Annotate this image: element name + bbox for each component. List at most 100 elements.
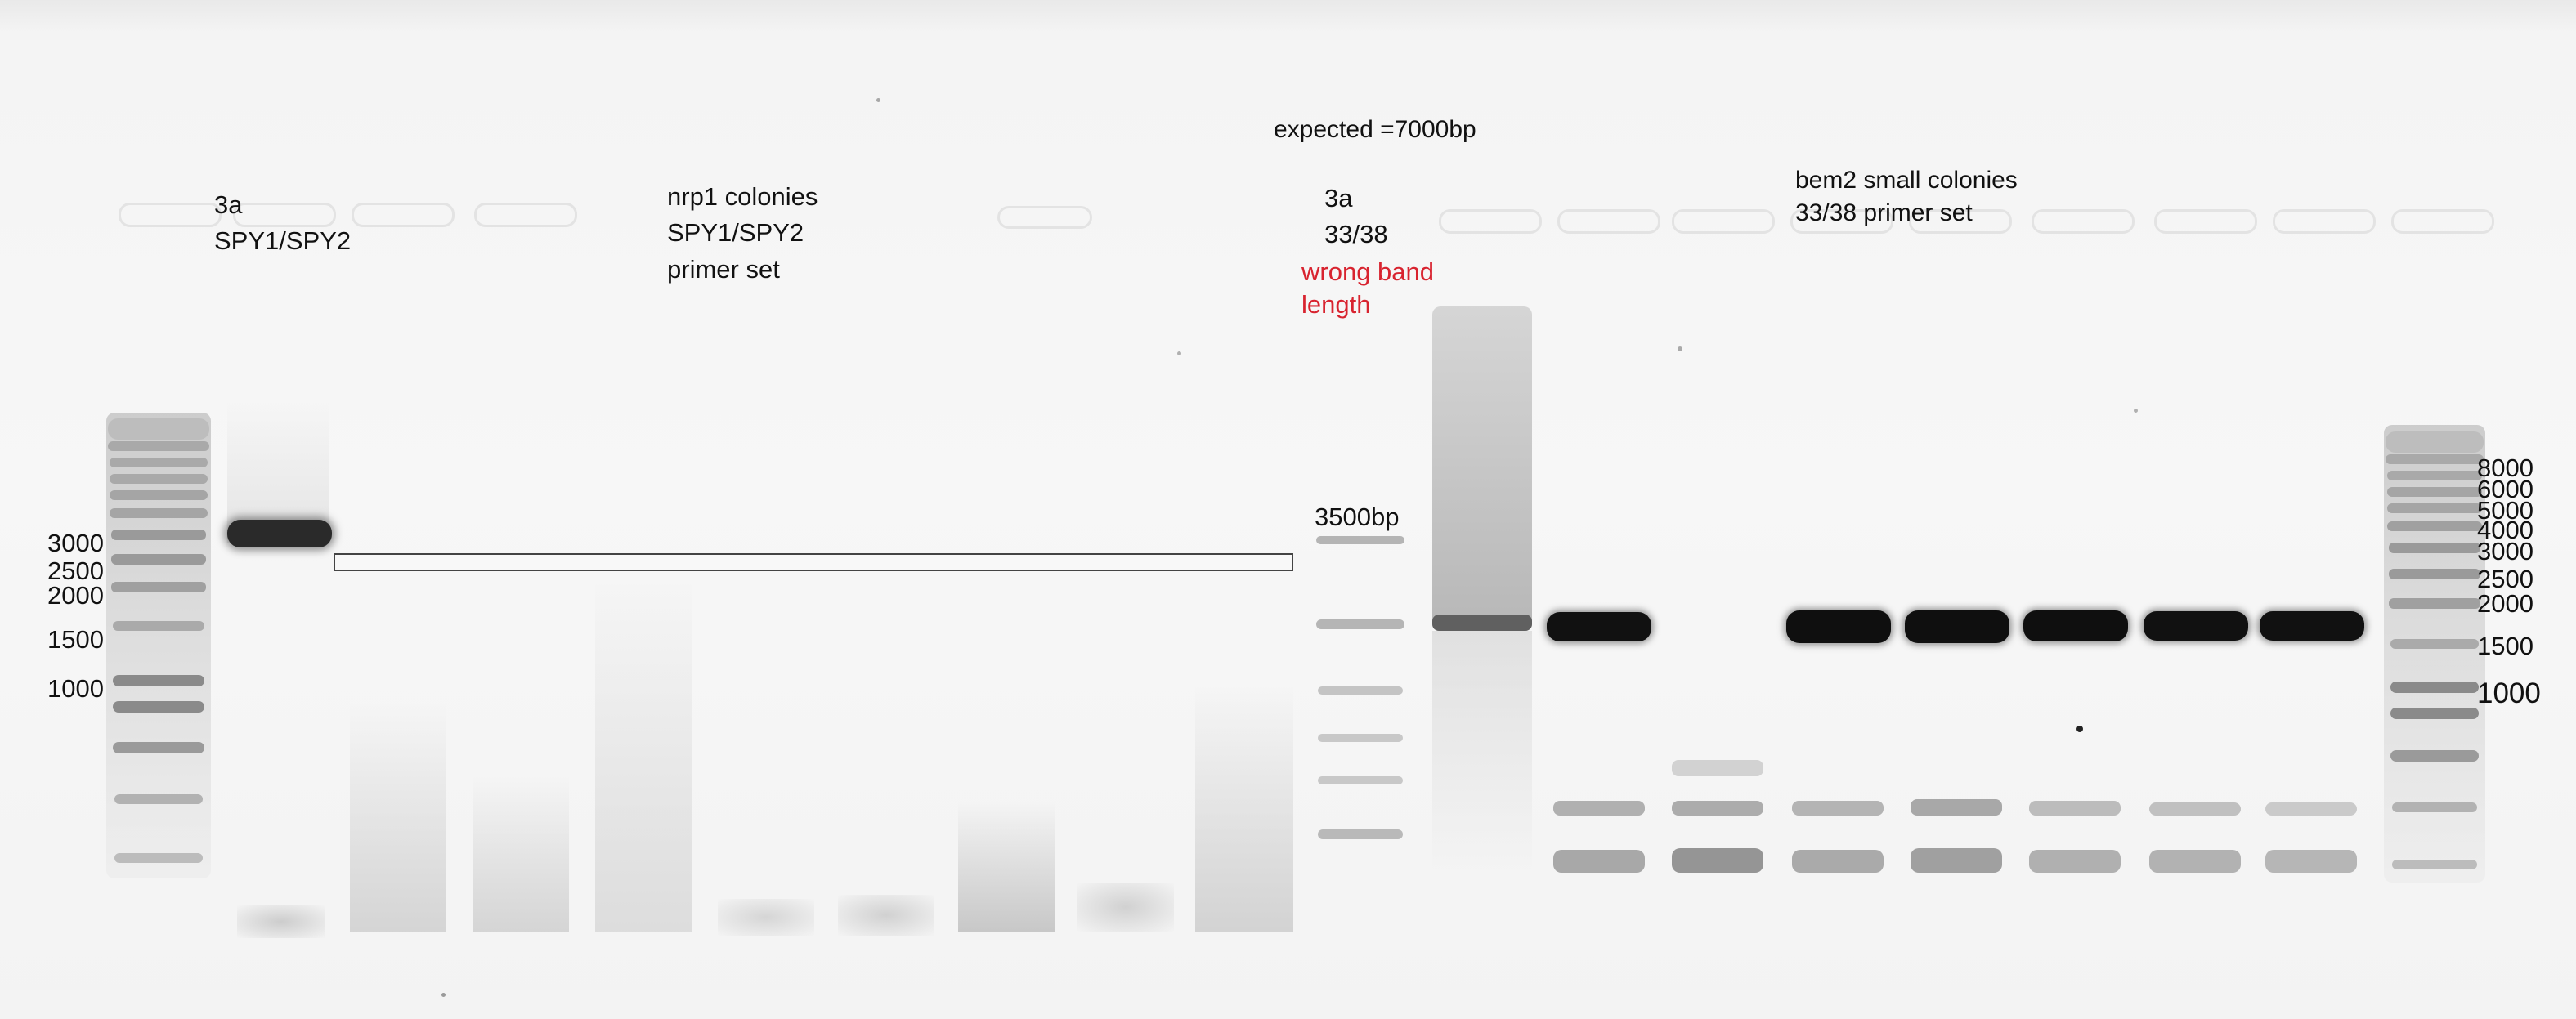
lane-smear xyxy=(595,572,692,932)
faint-band xyxy=(2149,850,2241,873)
label-3500bp: 3500bp xyxy=(1315,503,1400,531)
ladder-band xyxy=(1318,686,1403,695)
dust-speck xyxy=(441,993,446,997)
label-nrp1-colonies: nrp1 colonies xyxy=(667,182,818,211)
ladder-band xyxy=(2387,487,2482,497)
lane-smear xyxy=(1432,306,1532,629)
ladder-size-label: 1000 xyxy=(2477,677,2541,709)
lane-smear xyxy=(227,396,329,543)
ladder-band xyxy=(113,621,204,631)
ladder-band xyxy=(2386,454,2484,464)
ladder-band xyxy=(1318,734,1403,742)
well xyxy=(1439,209,1542,234)
label-nrp1-primers: SPY1/SPY2 xyxy=(667,218,804,247)
faint-band xyxy=(2029,801,2121,816)
well xyxy=(1557,209,1660,234)
ladder-band xyxy=(110,490,208,500)
faint-band xyxy=(2265,850,2357,873)
faint-band xyxy=(1792,801,1884,816)
ladder-band xyxy=(113,742,204,753)
ladder-band xyxy=(2389,569,2480,579)
wrong-length-band xyxy=(1432,615,1532,631)
ladder-size-label: 2000 xyxy=(2477,589,2533,618)
strong-band xyxy=(2023,610,2128,641)
ladder-size-label: 1500 xyxy=(47,625,104,654)
ladder-band xyxy=(113,675,204,686)
lane-smear xyxy=(473,776,569,932)
well xyxy=(2154,209,2257,234)
lane-smear xyxy=(958,801,1055,932)
faint-band xyxy=(1672,801,1763,816)
ladder-band xyxy=(2387,471,2482,480)
ladder-size-label: 8000 xyxy=(2477,454,2533,482)
ladder-band xyxy=(1316,619,1404,629)
strong-band xyxy=(1905,610,2009,643)
lane-smear xyxy=(1195,686,1293,932)
ladder-band xyxy=(2387,521,2482,531)
label-3a-mid: 3a xyxy=(1324,184,1353,212)
well xyxy=(1672,209,1775,234)
strong-band xyxy=(1547,612,1651,641)
faint-band xyxy=(1672,760,1763,776)
faint-band xyxy=(1911,799,2002,816)
faint-band xyxy=(1553,801,1645,816)
well xyxy=(2032,209,2135,234)
well xyxy=(1909,209,2012,234)
ladder-size-label: 2500 xyxy=(47,556,104,585)
label-33-38-mid: 33/38 xyxy=(1324,220,1388,248)
ladder-band xyxy=(2387,503,2482,513)
label-bem2-primer-set: 33/38 primer set xyxy=(1795,199,1973,226)
faint-band xyxy=(1672,848,1763,873)
ladder-band xyxy=(2392,860,2477,869)
lane-smear xyxy=(350,703,446,932)
ladder-band xyxy=(1318,776,1403,784)
well xyxy=(2273,209,2376,234)
ladder-band xyxy=(110,508,208,518)
label-wrong-band: wrong band xyxy=(1301,257,1435,286)
faint-band xyxy=(1792,850,1884,873)
ladder-band xyxy=(111,530,206,540)
well xyxy=(119,203,222,227)
well xyxy=(1790,209,1893,234)
label-length: length xyxy=(1301,290,1371,319)
label-3a-left: 3a xyxy=(214,190,243,219)
primer-dimer xyxy=(237,905,325,938)
ladder-size-label: 5000 xyxy=(2477,496,2533,525)
ladder-band xyxy=(2392,802,2477,812)
ladder-size-label: 3000 xyxy=(47,529,104,557)
ladder-band xyxy=(2390,639,2479,649)
ladder-band xyxy=(108,441,209,451)
ladder-band xyxy=(1316,536,1404,544)
ladder-band xyxy=(111,554,206,565)
dust-speck xyxy=(2134,409,2138,413)
ladder-band xyxy=(2390,682,2479,693)
ladder-band xyxy=(110,474,208,484)
ladder-band xyxy=(110,458,208,467)
strong-band xyxy=(227,520,332,547)
ladder-band xyxy=(2389,598,2480,609)
ladder-size-label: 3000 xyxy=(2477,537,2533,565)
ladder-size-label: 2000 xyxy=(47,581,104,610)
dust-speck xyxy=(1177,351,1181,355)
ladder-band xyxy=(2390,750,2479,762)
ladder-band xyxy=(114,853,203,863)
dust-speck xyxy=(876,98,880,102)
dust-speck xyxy=(1678,346,1682,351)
strong-band xyxy=(2144,611,2248,641)
ladder-band xyxy=(1318,829,1403,839)
ladder-size-label: 4000 xyxy=(2477,516,2533,544)
well xyxy=(233,203,336,227)
well xyxy=(997,206,1092,229)
faint-band xyxy=(2029,850,2121,873)
ladder-size-label: 6000 xyxy=(2477,475,2533,503)
ladder-size-label: 2500 xyxy=(2477,565,2533,593)
dust-speck xyxy=(2076,726,2083,732)
ladder-size-label: 1000 xyxy=(47,674,104,703)
well xyxy=(474,203,577,227)
well xyxy=(352,203,455,227)
label-nrp1-primer-set: primer set xyxy=(667,255,780,284)
ladder-band xyxy=(108,418,209,440)
highlight-box xyxy=(334,553,1293,571)
ladder-band xyxy=(113,701,204,713)
